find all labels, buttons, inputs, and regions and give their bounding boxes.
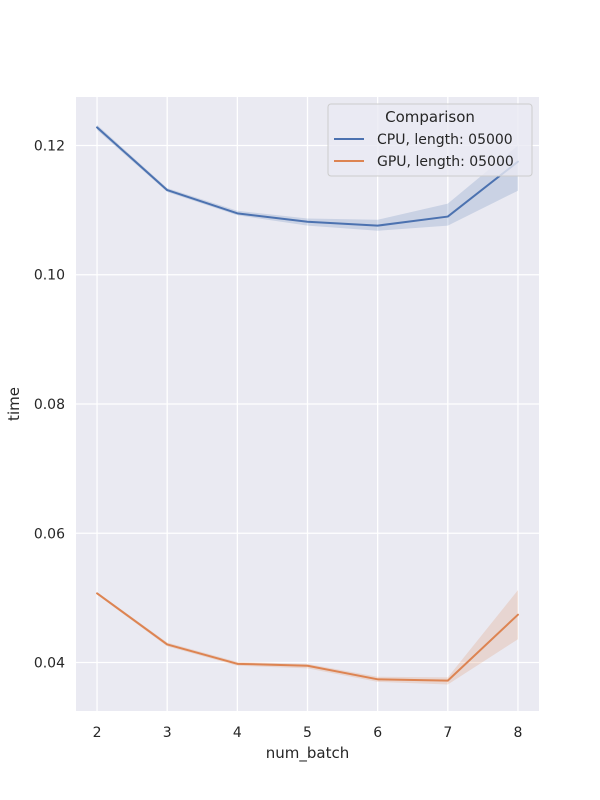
y-tick-labels: 0.04 0.06 0.08 0.10 0.12 xyxy=(34,138,65,671)
x-tick-label: 3 xyxy=(163,725,172,741)
grid-lines xyxy=(76,97,539,711)
series-line-1 xyxy=(96,592,519,682)
legend: Comparison CPU, length: 05000 GPU, lengt… xyxy=(327,103,533,177)
y-tick-label: 0.06 xyxy=(34,526,65,542)
x-tick-label: 2 xyxy=(93,725,102,741)
x-tick-label: 5 xyxy=(303,725,312,741)
y-tick-label: 0.12 xyxy=(34,138,65,154)
legend-label-gpu: GPU, length: 05000 xyxy=(377,154,514,170)
x-axis-label: num_batch xyxy=(266,744,349,763)
series-line-0 xyxy=(96,126,519,227)
y-axis-label: time xyxy=(5,387,23,421)
x-tick-label: 8 xyxy=(513,725,522,741)
x-tick-label: 4 xyxy=(233,725,242,741)
y-tick-label: 0.08 xyxy=(34,397,65,413)
y-tick-label: 0.04 xyxy=(34,656,65,672)
x-tick-label: 7 xyxy=(443,725,452,741)
x-tick-label: 6 xyxy=(373,725,382,741)
x-tick-labels: 2 3 4 5 6 7 8 xyxy=(93,725,523,741)
legend-box xyxy=(327,103,533,177)
series-lines xyxy=(96,126,519,682)
legend-label-cpu: CPU, length: 05000 xyxy=(377,132,513,148)
y-tick-label: 0.10 xyxy=(34,268,65,284)
legend-title: Comparison xyxy=(385,108,475,126)
